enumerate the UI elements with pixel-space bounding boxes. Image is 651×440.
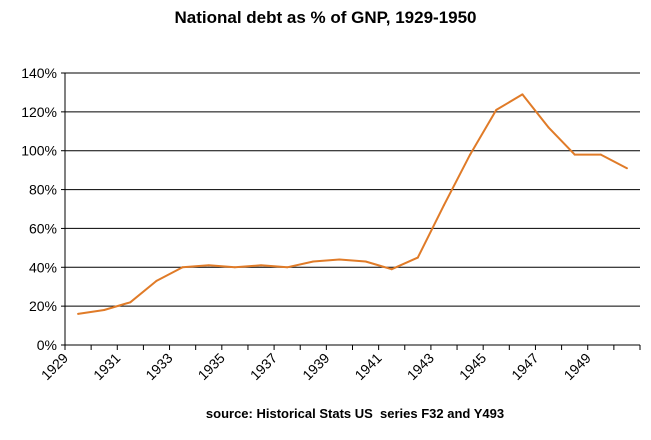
- data-point: [207, 264, 210, 267]
- y-tick-labels: 0% 20% 40% 60% 80% 100% 120% 140%: [21, 65, 57, 353]
- series-line: [77, 93, 628, 315]
- y-tick-label: 120%: [21, 104, 57, 120]
- data-point: [338, 258, 341, 261]
- data-point: [469, 153, 472, 156]
- data-point: [416, 256, 419, 259]
- data-point: [547, 126, 550, 129]
- data-point: [286, 266, 289, 269]
- x-tick-label: 1933: [142, 350, 175, 383]
- data-point: [442, 204, 445, 207]
- x-tick-label: 1947: [508, 350, 541, 383]
- y-tick-label: 0%: [37, 337, 57, 353]
- x-tick-labels: 1929 1931 1933 1935 1937 1939 1941 1943 1945 1947…: [38, 350, 594, 383]
- data-point: [233, 266, 236, 269]
- chart-title: National debt as % of GNP, 1929-1950: [174, 8, 477, 27]
- gridlines: [65, 72, 640, 307]
- data-point: [573, 153, 576, 156]
- data-point: [103, 309, 106, 312]
- x-tick-label: 1941: [351, 350, 384, 383]
- x-tick-label: 1945: [456, 350, 489, 383]
- x-tick-label: 1939: [299, 350, 332, 383]
- data-point: [181, 266, 184, 269]
- y-tick-label: 140%: [21, 65, 57, 81]
- y-tick-label: 40%: [29, 259, 57, 275]
- data-point: [312, 260, 315, 263]
- y-tick-label: 80%: [29, 182, 57, 198]
- y-tick-label: 20%: [29, 298, 57, 314]
- data-point: [260, 264, 263, 267]
- series-layer: [77, 93, 628, 315]
- data-point: [129, 301, 132, 304]
- axes: [61, 72, 641, 350]
- data-point: [77, 312, 80, 315]
- x-tick-label: 1935: [195, 350, 228, 383]
- data-point: [364, 260, 367, 263]
- x-tick-label: 1937: [247, 350, 280, 383]
- data-point: [625, 167, 628, 170]
- x-tick-label: 1929: [38, 350, 71, 383]
- data-point: [495, 108, 498, 111]
- x-tick-label: 1949: [561, 350, 594, 383]
- data-point: [155, 279, 158, 282]
- data-point: [599, 153, 602, 156]
- data-point: [521, 93, 524, 96]
- data-point: [390, 268, 393, 271]
- y-tick-label: 60%: [29, 220, 57, 236]
- chart-source-note: source: Historical Stats US series F32 a…: [205, 406, 505, 421]
- x-tick-label: 1931: [90, 350, 123, 383]
- y-tick-label: 100%: [21, 143, 57, 159]
- x-tick-label: 1943: [404, 350, 437, 383]
